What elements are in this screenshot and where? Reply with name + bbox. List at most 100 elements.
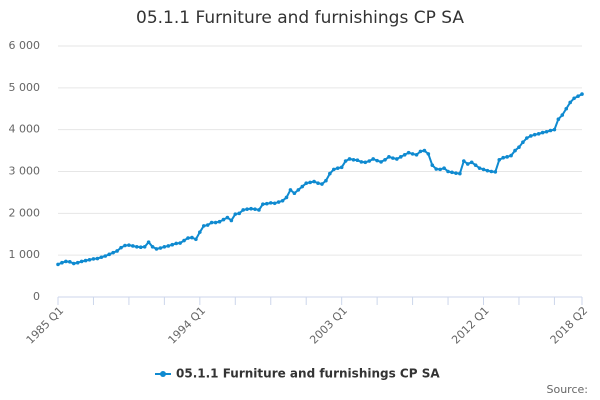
data-point [560,113,565,117]
data-point [442,166,446,170]
data-point [351,157,356,162]
data-point [276,200,281,204]
data-point [60,260,64,265]
data-point [225,215,230,220]
data-point [406,150,411,155]
data-point [170,242,175,247]
data-point [296,188,301,192]
data-point [556,117,561,122]
data-point [308,180,312,185]
data-point [473,163,478,168]
data-point [320,182,324,186]
x-tick-label: 1985 Q1 [24,304,67,347]
data-point [576,94,580,98]
data-point [150,245,155,249]
data-point [367,159,372,163]
data-point [154,247,159,251]
data-point [194,237,198,242]
data-point [300,184,305,189]
data-point [446,169,450,174]
data-point [509,153,513,158]
data-point [355,158,360,163]
data-point [134,245,139,249]
data-point [221,217,226,222]
chart-title: 05.1.1 Furniture and furnishings CP SA [136,8,464,28]
y-tick-label: 0 [33,290,40,303]
data-point [379,160,383,164]
y-tick-label: 2 000 [9,206,41,219]
data-point [359,160,364,164]
data-point [521,140,525,145]
x-tick-label: 1994 Q1 [166,304,209,347]
data-point [568,100,572,105]
data-point [465,162,470,166]
x-tick-label: 2018 Q2 [548,304,591,347]
data-point [489,169,494,174]
data-point [209,220,214,225]
data-point [237,211,242,216]
data-point [186,236,190,240]
data-point [497,157,502,162]
data-point [142,245,147,249]
data-point [95,256,100,261]
data-point [312,179,316,184]
data-point [552,127,557,132]
data-point [481,167,486,172]
data-point [387,155,391,159]
data-point [249,206,253,211]
data-point [331,167,336,172]
data-point [205,223,210,227]
data-point [335,166,340,170]
data-point [68,260,72,264]
data-point [217,219,222,224]
data-point [99,255,104,260]
data-point [528,134,533,138]
data-point [525,136,529,140]
data-point [477,166,482,170]
data-point [131,244,135,248]
data-point [107,252,112,257]
data-point [166,244,171,248]
data-point [182,238,186,243]
data-point [292,191,297,196]
data-point [462,159,466,163]
data-point [83,258,88,263]
data-point [450,170,454,175]
x-tick-label: 2003 Q1 [307,304,350,347]
data-point [146,240,151,244]
data-point [505,155,509,159]
data-point [198,230,202,234]
data-point [174,241,178,246]
data-point [517,145,521,150]
data-point [564,106,569,111]
data-point [56,262,60,267]
data-point [426,152,431,156]
data-point [383,157,387,162]
data-point [304,181,309,186]
data-point [257,208,261,212]
data-point [75,260,80,265]
x-tick-label: 2012 Q1 [449,304,492,347]
data-point [458,171,462,176]
data-point [544,129,549,134]
y-tick-label: 3 000 [9,165,41,178]
data-point [328,171,332,176]
data-point [532,132,537,137]
data-point [119,245,123,250]
data-point [536,132,541,136]
data-point [434,167,439,171]
data-point [265,201,269,206]
data-point [430,163,435,168]
data-point [158,246,163,250]
data-point [580,92,584,96]
data-point [272,201,277,206]
data-point [64,259,68,264]
data-point [454,171,458,175]
data-point [339,165,344,170]
data-point [343,159,348,163]
data-point [375,158,379,163]
legend-label: 05.1.1 Furniture and furnishings CP SA [176,367,440,381]
data-point [469,160,474,165]
data-point [213,220,218,225]
